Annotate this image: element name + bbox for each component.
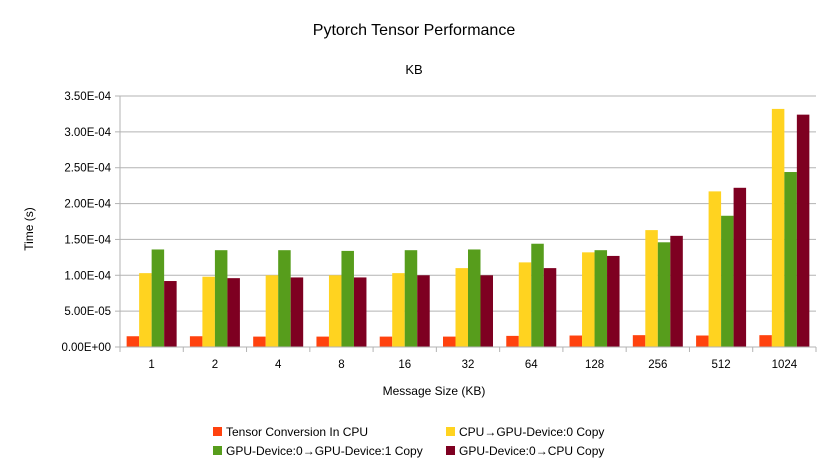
bar [316,336,329,347]
y-tick-label: 2.00E-04 [64,199,111,211]
bar [328,275,342,347]
legend-label: Tensor Conversion In CPU [226,425,368,439]
y-tick-label: 0.00E+00 [61,342,111,354]
bar [164,281,177,347]
legend-label: GPU-Device:0→CPU Copy [459,444,604,458]
legend-item: Tensor Conversion In CPU [213,425,368,439]
bar [721,215,734,347]
bar [796,114,810,347]
legend-swatch [446,446,455,455]
bar [253,336,266,347]
bar [771,108,785,347]
legend-item: GPU-Device:0→GPU-Device:1 Copy [213,444,423,458]
y-tick-label: 1.50E-04 [64,234,111,246]
x-tick-label: 2 [212,359,218,371]
series-4 [164,114,810,347]
bar [379,336,393,347]
bar [645,230,658,347]
y-tick-label: 3.50E-04 [64,91,111,103]
bar [151,249,165,347]
legend-label: GPU-Device:0→GPU-Device:1 Copy [226,444,423,458]
x-tick-label: 1024 [772,359,798,371]
bar [214,250,228,347]
bar [353,277,367,347]
bar [265,275,279,347]
y-tick-label: 1.00E-04 [64,270,111,282]
bar [569,335,583,347]
bar [759,335,772,347]
bar [468,249,481,347]
y-tick-label: 3.00E-04 [64,127,111,139]
legend-swatch [213,446,222,455]
x-tick-label: 256 [648,359,667,371]
bar [126,336,140,347]
bar [594,250,608,347]
bar [670,235,683,347]
bar [417,275,430,347]
bar [506,335,519,347]
legend: Tensor Conversion In CPU CPU→GPU-Device:0… [213,425,604,458]
y-tick-label: 5.00E-05 [64,306,111,318]
y-tick-labels: 0.00E+00 5.00E-05 1.00E-04 1.50E-04 2.00E-04… [61,91,111,354]
x-tick-label: 64 [525,359,538,371]
bar [733,187,747,347]
bar [189,336,203,347]
bar [582,252,595,347]
bar [290,277,304,347]
legend-item: CPU→GPU-Device:0 Copy [446,425,604,439]
bar [404,250,418,347]
bar [341,250,354,347]
bar [480,275,493,347]
bar [139,273,152,347]
bar [227,278,240,347]
x-tick-label: 8 [338,359,344,371]
bar [392,273,405,347]
legend-item: GPU-Device:0→CPU Copy [446,444,604,458]
x-tick-labels: 1 2 4 8 16 32 64 128 256 512 1024 [148,359,797,371]
y-tick-label: 2.50E-04 [64,163,111,175]
bar [543,268,557,347]
x-tick-label: 128 [585,359,604,371]
x-tick-label: 32 [462,359,475,371]
legend-label: CPU→GPU-Device:0 Copy [459,425,604,439]
bar [632,335,646,347]
series-1 [126,335,772,347]
series-2 [139,108,785,347]
bar [696,335,709,347]
x-tick-label: 4 [275,359,282,371]
bar [708,191,722,347]
bar [657,242,671,347]
chart-title: Pytorch Tensor Performance [313,22,516,39]
bar [202,276,215,347]
bars-layer [126,108,810,347]
bar [531,243,544,347]
x-axis-label: Message Size (KB) [383,384,486,398]
axes-layer [115,95,817,352]
chart-subtitle: KB [405,62,422,77]
bar [278,250,291,347]
x-tick-label: 16 [398,359,411,371]
legend-swatch [446,427,455,436]
x-tick-label: 1 [148,359,154,371]
bar [784,172,797,347]
bar [518,262,532,347]
bar [443,336,456,347]
bar [455,268,468,347]
series-3 [151,172,797,347]
bar [607,255,620,347]
x-tick-label: 512 [711,359,730,371]
legend-swatch [213,427,222,436]
y-axis-label: Time (s) [22,207,36,251]
